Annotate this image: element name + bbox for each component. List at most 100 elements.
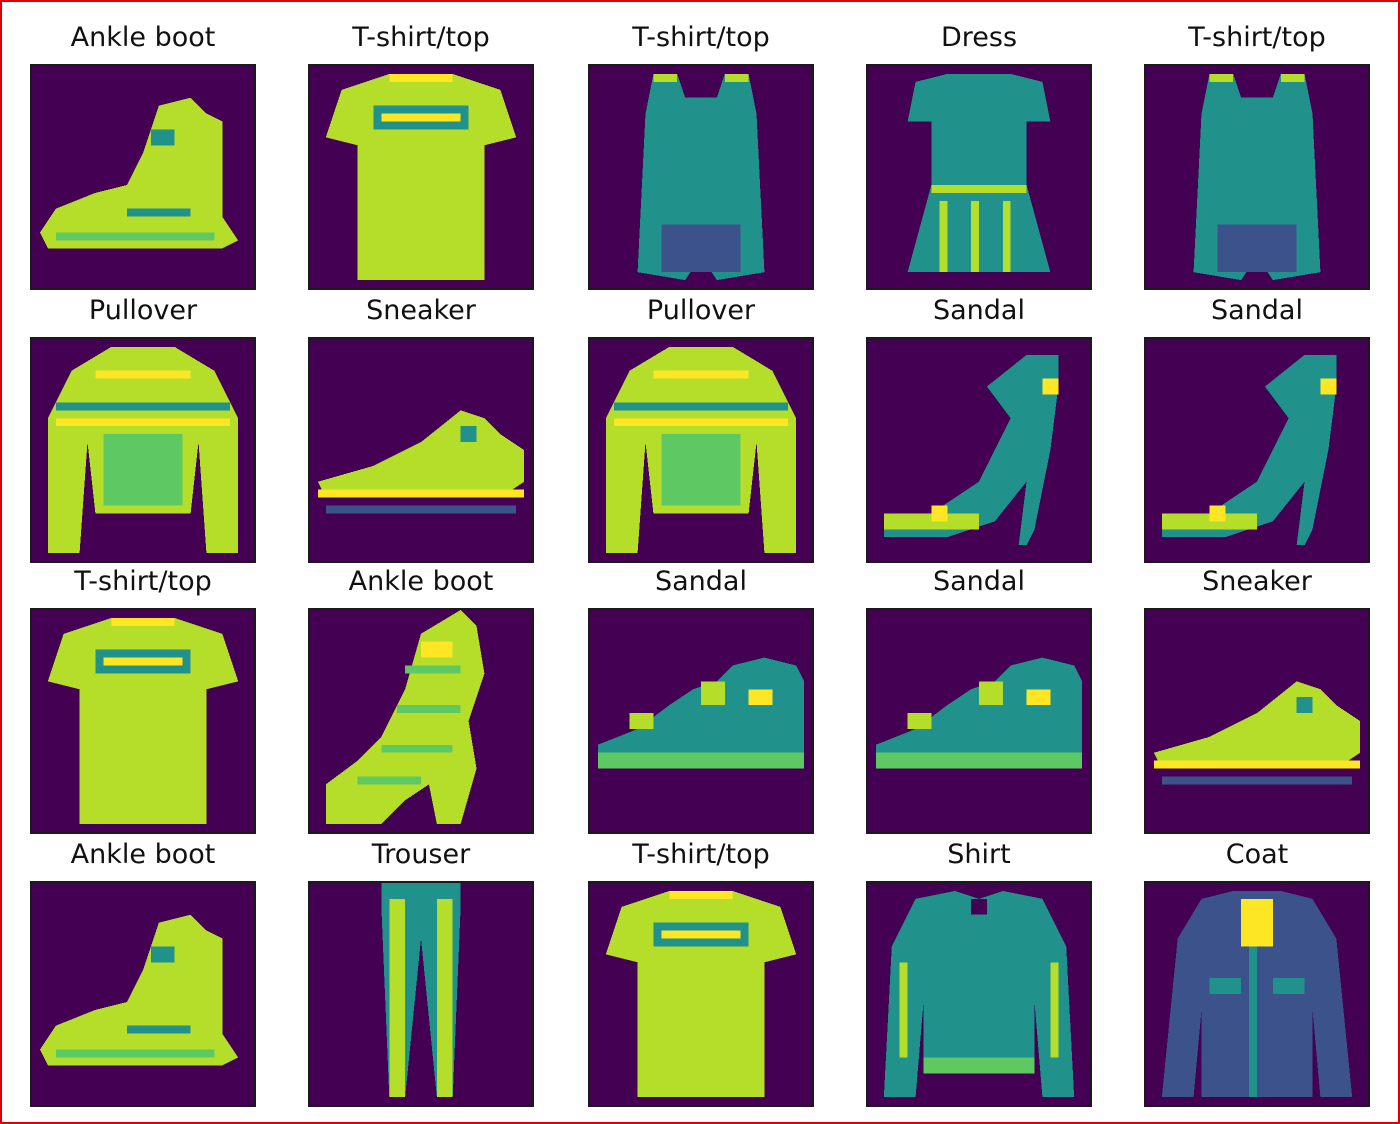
silhouette-part (127, 1025, 191, 1034)
silhouette-part (1161, 354, 1337, 546)
image-canvas (32, 339, 254, 561)
image-cell-shirt: Shirt (866, 839, 1092, 1107)
silhouette-part (653, 370, 749, 379)
image-title: Sandal (655, 566, 747, 597)
image-title: Ankle boot (348, 566, 494, 597)
image-canvas (868, 66, 1090, 288)
image-tank (588, 64, 814, 290)
silhouette-part (1217, 224, 1297, 273)
image-cell-sandal: Sandal (1144, 295, 1370, 563)
image-tank (1144, 64, 1370, 290)
image-title: Trouser (371, 839, 471, 870)
image-boot (30, 881, 256, 1107)
image-canvas (310, 883, 532, 1105)
image-sneaker (308, 337, 534, 563)
image-title: T-shirt/top (74, 566, 212, 597)
silhouette-part (907, 713, 932, 729)
image-title: Sneaker (1202, 566, 1312, 597)
silhouette-part (653, 73, 678, 82)
image-pullover (588, 337, 814, 563)
silhouette-part (883, 890, 1075, 1098)
silhouette-part (875, 657, 1083, 769)
image-title: T-shirt/top (632, 22, 770, 53)
silhouette-part (661, 224, 741, 273)
silhouette-part (55, 402, 231, 411)
image-title: Sandal (933, 566, 1025, 597)
silhouette-part (95, 370, 191, 379)
image-tshirt (30, 608, 256, 834)
image-canvas (868, 883, 1090, 1105)
silhouette-part (748, 689, 773, 706)
image-canvas (1146, 610, 1368, 832)
silhouette-part (661, 930, 741, 939)
silhouette-part (405, 665, 461, 674)
image-boot-high (308, 608, 534, 834)
silhouette-part (1153, 760, 1361, 769)
silhouette-part (1280, 73, 1305, 82)
silhouette-part (325, 505, 517, 514)
silhouette-part (669, 890, 733, 899)
image-cell-t-shirt-top: T-shirt/top (30, 566, 256, 834)
silhouette-part (883, 513, 979, 530)
silhouette-part (1249, 946, 1257, 1098)
silhouette-part (381, 744, 453, 753)
image-title: Coat (1225, 839, 1289, 870)
image-canvas (1146, 883, 1368, 1105)
image-cell-t-shirt-top: T-shirt/top (588, 22, 814, 290)
silhouette-part (1042, 378, 1059, 395)
image-cell-pullover: Pullover (588, 295, 814, 563)
image-cell-sandal: Sandal (588, 566, 814, 834)
image-canvas (590, 66, 812, 288)
image-pullover (30, 337, 256, 563)
silhouette-part (899, 962, 908, 1058)
image-canvas (590, 610, 812, 832)
image-canvas (310, 339, 532, 561)
silhouette-part (883, 354, 1059, 546)
image-title: Sandal (1211, 295, 1303, 326)
silhouette-part (613, 418, 789, 427)
silhouette-part (1241, 898, 1273, 947)
image-cell-ankle-boot: Ankle boot (308, 566, 534, 834)
image-title: Ankle boot (70, 22, 216, 53)
silhouette-part (150, 129, 175, 146)
image-sandal-flat (866, 608, 1092, 834)
image-cell-dress: Dress (866, 22, 1092, 290)
image-cell-t-shirt-top: T-shirt/top (308, 22, 534, 290)
image-title: Pullover (646, 295, 756, 326)
image-trouser (308, 881, 534, 1107)
image-coat (1144, 881, 1370, 1107)
silhouette-part (923, 1057, 1035, 1074)
silhouette-part (629, 713, 654, 729)
silhouette-part (357, 776, 421, 785)
image-cell-t-shirt-top: T-shirt/top (588, 839, 814, 1107)
image-cell-coat: Coat (1144, 839, 1370, 1107)
silhouette-part (150, 946, 175, 963)
image-sandal-heel (866, 337, 1092, 563)
image-title: Pullover (88, 295, 198, 326)
silhouette-part (1026, 689, 1051, 706)
image-cell-sandal: Sandal (866, 566, 1092, 834)
image-dress (866, 64, 1092, 290)
silhouette-part (1296, 697, 1313, 714)
silhouette-part (931, 505, 948, 522)
silhouette-part (103, 657, 183, 666)
silhouette-part (661, 434, 741, 506)
silhouette-part (55, 1049, 215, 1058)
image-cell-ankle-boot: Ankle boot (30, 22, 256, 290)
image-boot (30, 64, 256, 290)
image-title: T-shirt/top (352, 22, 490, 53)
silhouette-part (55, 418, 231, 427)
silhouette-part (381, 113, 461, 122)
image-cell-sneaker: Sneaker (308, 295, 534, 563)
image-tshirt (588, 881, 814, 1107)
image-canvas (868, 610, 1090, 832)
silhouette-part (724, 73, 749, 82)
image-canvas (310, 610, 532, 832)
silhouette-part (325, 610, 485, 825)
image-canvas (32, 883, 254, 1105)
silhouette-part (875, 752, 1083, 769)
image-shirt (866, 881, 1092, 1107)
silhouette-part (389, 73, 453, 82)
silhouette-part (971, 200, 979, 273)
image-title: Shirt (947, 839, 1011, 870)
